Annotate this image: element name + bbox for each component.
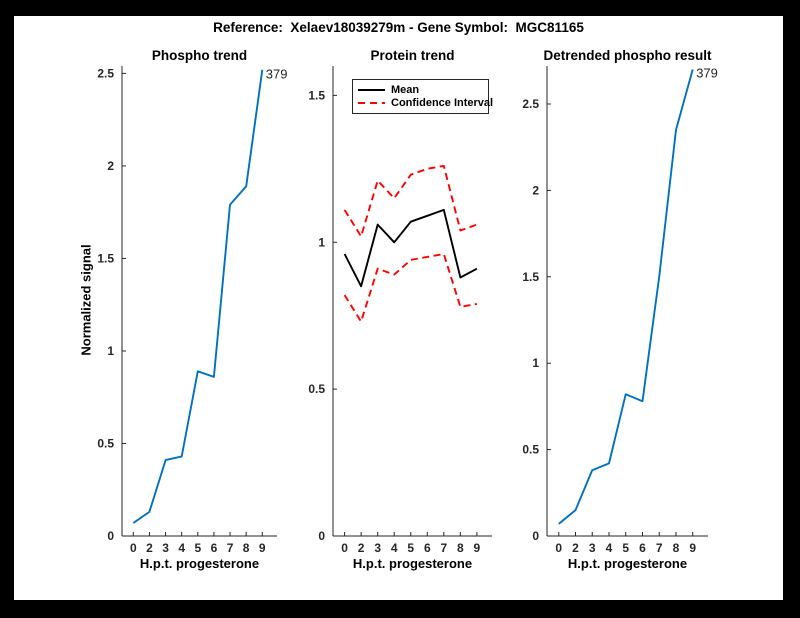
legend: Mean Confidence Interval xyxy=(352,79,493,114)
legend-entry-mean: Mean xyxy=(358,84,483,96)
x-axis-label-detrended-phospho: H.p.t. progesterone xyxy=(567,556,688,571)
legend-entry-confidence-interval: Confidence Interval xyxy=(358,97,493,109)
annotation-phospho-endpoint: 379 xyxy=(265,66,288,82)
legend-label-confidence-interval: Confidence Interval xyxy=(391,97,494,110)
legend-line-dashed-icon xyxy=(358,102,385,105)
x-axis-label-phospho-trend: H.p.t. progesterone xyxy=(139,556,260,571)
annotation-detrended-endpoint: 379 xyxy=(696,65,718,81)
figure-title: Reference: Xelaev18039279m - Gene Symbol… xyxy=(213,20,584,35)
subplot-title-detrended-phospho: Detrended phospho result xyxy=(543,48,712,63)
legend-label-mean: Mean xyxy=(391,83,420,96)
subplot-title-phospho-trend: Phospho trend xyxy=(151,48,248,63)
y-axis-label: Normalized signal xyxy=(78,244,94,356)
subplot-title-protein-trend: Protein trend xyxy=(370,48,455,63)
legend-line-solid-icon xyxy=(358,88,385,91)
x-axis-label-protein-trend: H.p.t. progesterone xyxy=(352,556,473,571)
